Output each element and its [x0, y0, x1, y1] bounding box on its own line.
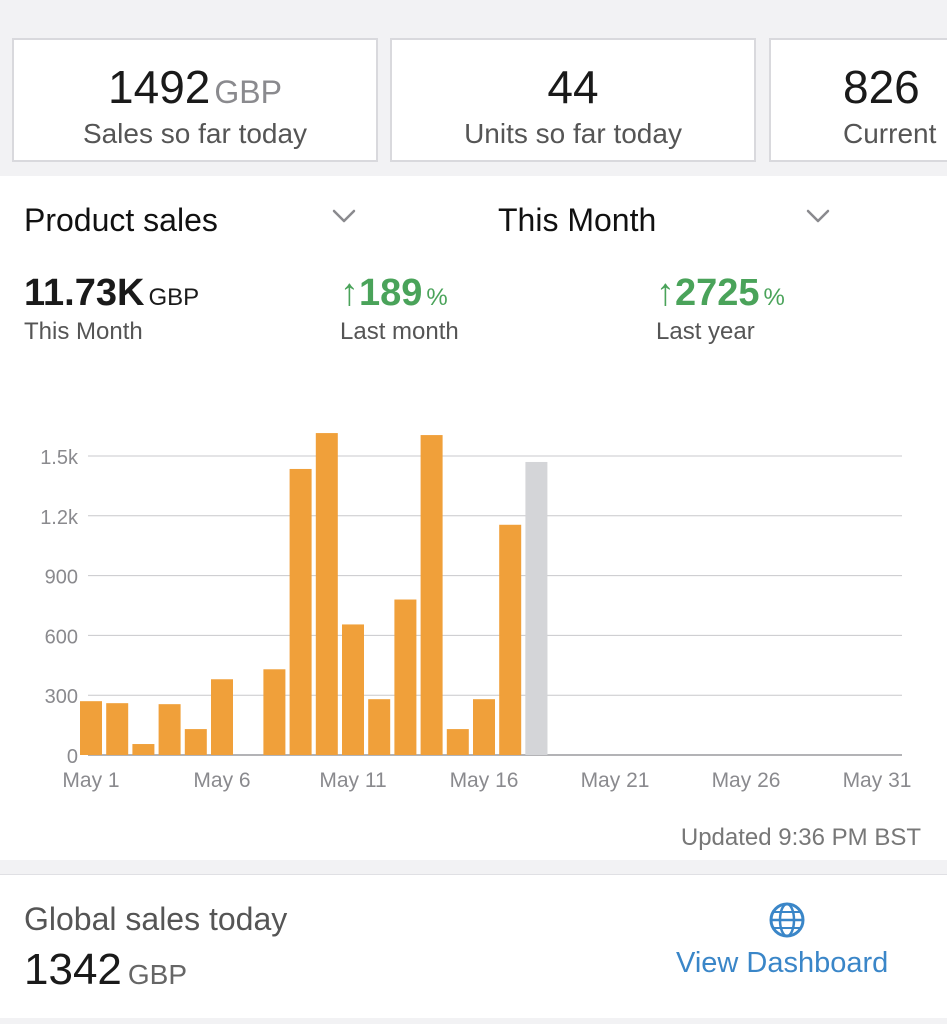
chart-bar: [342, 624, 364, 755]
chart-bar: [473, 699, 495, 755]
y-tick-label: 1.2k: [40, 507, 79, 529]
chart-bar: [368, 699, 391, 755]
stat-label: Current: [843, 118, 937, 149]
chart-bar: [525, 461, 548, 755]
stats-strip: 1492 GBP Sales so far today 44 Units so f…: [0, 28, 947, 176]
x-tick-label: May 31: [843, 769, 912, 792]
kpi-this-month-label: This Month: [24, 318, 143, 345]
sales-bar-chart: 0 300 600 900 1.2k 1.5k May 1 May 6 May 11 May 16…: [40, 433, 912, 792]
kpi-last-year-value: ↑2725%: [656, 272, 785, 314]
globe-icon[interactable]: [768, 901, 806, 939]
updated-timestamp: Updated 9:36 PM BST: [680, 824, 921, 851]
chart-bar: [158, 704, 181, 755]
chart-bar: [499, 524, 522, 755]
chart-bar: [106, 703, 129, 755]
chart-bar: [394, 599, 417, 755]
chart-bar: [184, 729, 207, 755]
arrow-up-icon: ↑: [340, 272, 359, 314]
kpi-last-year-label: Last year: [656, 318, 755, 345]
kpi-last-month-label: Last month: [340, 318, 459, 345]
global-sales-label: Global sales today: [24, 901, 288, 937]
kpi-unit: GBP: [148, 284, 200, 311]
sales-panel: Product sales This Month 11.73K GBP This …: [0, 176, 947, 860]
stat-card-current[interactable]: 826 Current: [769, 38, 947, 162]
x-tick-label: May 16: [450, 769, 519, 792]
chart-bar: [263, 669, 286, 755]
y-tick-label: 300: [45, 686, 78, 708]
chart-bar: [211, 679, 233, 755]
x-tick-label: May 11: [319, 769, 386, 792]
chart-bar: [289, 468, 312, 755]
kpi-this-month-value: 11.73K GBP: [24, 272, 200, 314]
chevron-down-icon[interactable]: [330, 206, 358, 226]
metric-dropdown[interactable]: Product sales: [24, 202, 218, 238]
stat-value: 1492 GBP: [108, 61, 282, 113]
chevron-down-icon[interactable]: [804, 206, 832, 226]
stat-value: 826: [843, 61, 920, 113]
y-tick-label: 1.5k: [40, 447, 79, 469]
arrow-up-icon: ↑: [656, 272, 675, 314]
y-tick-label: 0: [67, 746, 78, 768]
stat-value: 44: [547, 61, 599, 113]
chart-bar: [315, 433, 338, 755]
period-dropdown[interactable]: This Month: [498, 202, 657, 238]
kpi-last-month-value: ↑189%: [340, 272, 448, 314]
stat-unit: GBP: [214, 74, 282, 110]
x-tick-label: May 6: [193, 769, 250, 792]
x-tick-label: May 1: [62, 769, 119, 792]
x-tick-label: May 21: [581, 769, 650, 792]
stat-label: Sales so far today: [82, 118, 308, 149]
global-sales-value: 1342 GBP: [24, 945, 188, 994]
chart-bar: [446, 729, 469, 755]
x-tick-label: May 26: [712, 769, 781, 792]
stat-card-units[interactable]: 44 Units so far today: [390, 38, 756, 162]
chart-bar: [420, 435, 443, 755]
stat-label: Units so far today: [464, 118, 682, 149]
stat-card-sales[interactable]: 1492 GBP Sales so far today: [12, 38, 378, 162]
global-sales-panel: Global sales today 1342 GBP View Dashboar…: [0, 874, 947, 1018]
chart-bar: [80, 701, 102, 755]
y-tick-label: 900: [45, 567, 78, 589]
chart-bar: [132, 744, 155, 755]
y-tick-label: 600: [45, 626, 78, 648]
global-sales-unit: GBP: [127, 959, 188, 990]
view-dashboard-link[interactable]: View Dashboard: [676, 947, 889, 979]
